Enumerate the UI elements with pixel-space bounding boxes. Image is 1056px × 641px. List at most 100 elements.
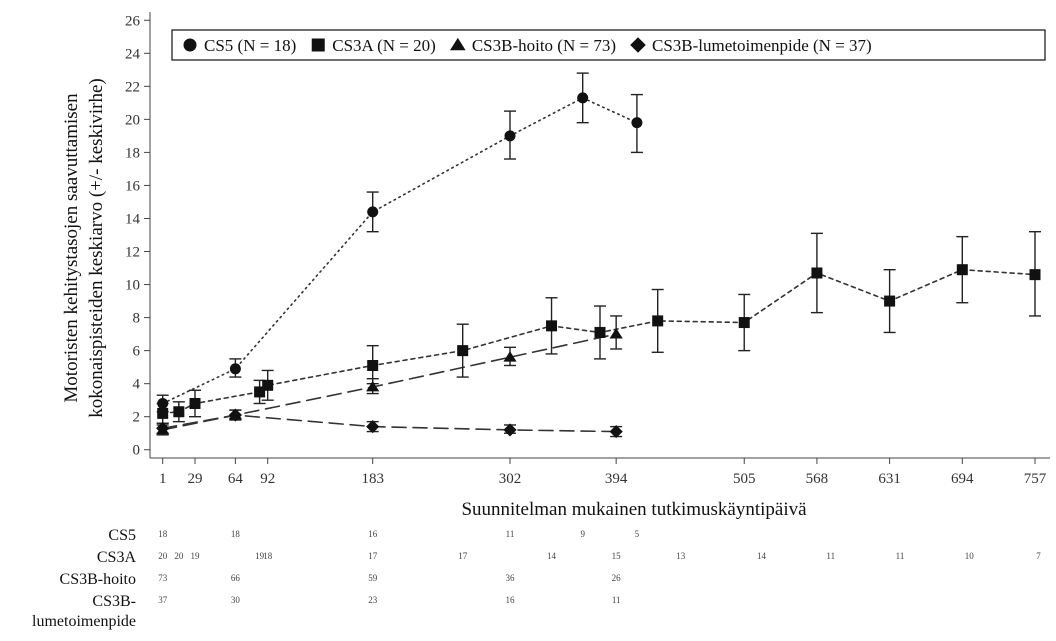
legend-label: CS3B-lumetoimenpide (N = 37) — [652, 36, 872, 55]
risk-count: 26 — [612, 573, 622, 583]
data-point-square — [457, 345, 469, 357]
x-tick-label: 29 — [188, 471, 203, 487]
data-point-square — [262, 379, 274, 391]
risk-row-label: CS3B-hoito — [60, 571, 136, 588]
risk-count: 19 — [191, 551, 201, 561]
risk-count: 9 — [580, 529, 585, 539]
y-tick-label: 16 — [125, 178, 141, 194]
data-point-square — [189, 397, 201, 409]
legend: CS5 (N = 18) CS3A (N = 20) CS3B-hoito (N =… — [171, 29, 1046, 61]
risk-count: 16 — [506, 595, 516, 605]
y-tick-label: 22 — [125, 79, 140, 95]
data-point-circle — [229, 363, 241, 375]
data-point-square — [956, 264, 968, 276]
data-point-diamond — [503, 423, 517, 437]
risk-count: 17 — [458, 551, 468, 561]
x-tick-label: 505 — [733, 471, 756, 487]
risk-count: 11 — [896, 551, 905, 561]
data-point-square — [546, 320, 558, 332]
y-tick-label: 2 — [133, 410, 141, 426]
legend-marker-square — [311, 38, 325, 52]
risk-row-label: CS5 — [108, 527, 136, 544]
risk-count: 16 — [368, 529, 378, 539]
data-markers — [156, 92, 1041, 439]
data-point-square — [884, 295, 896, 307]
x-tick-label: 183 — [361, 471, 384, 487]
risk-count: 14 — [757, 551, 767, 561]
risk-count: 5 — [635, 529, 640, 539]
risk-count: 37 — [158, 595, 168, 605]
x-tick-label: 92 — [260, 471, 275, 487]
y-tick-label: 26 — [125, 13, 141, 29]
risk-count: 10 — [965, 551, 975, 561]
data-point-square — [367, 359, 379, 371]
data-point-diamond — [609, 424, 623, 439]
risk-count: 66 — [231, 573, 241, 583]
y-tick-label: 6 — [133, 344, 141, 360]
y-tick-label: 24 — [125, 46, 141, 62]
y-tick-label: 20 — [125, 112, 140, 128]
y-axis-title-line2: kokonaispisteiden keskiarvo (+/- keskivi… — [86, 78, 107, 417]
risk-count: 18 — [158, 529, 168, 539]
risk-row-label: CS3A — [97, 549, 137, 566]
risk-count: 20 — [158, 551, 168, 561]
legend-label: CS3B-hoito (N = 73) — [472, 36, 616, 55]
data-point-circle — [631, 117, 643, 129]
data-point-square — [173, 406, 185, 418]
data-point-circle — [367, 206, 379, 218]
series-line-0 — [161, 97, 638, 405]
data-point-square — [254, 386, 266, 398]
data-point-triangle — [366, 380, 380, 392]
data-point-diamond — [366, 420, 380, 434]
x-tick-label: 64 — [228, 471, 244, 487]
data-point-square — [594, 326, 606, 338]
series-lines — [161, 97, 1036, 433]
data-point-square — [157, 407, 169, 419]
data-point-circle — [157, 397, 169, 409]
risk-count: 14 — [547, 551, 557, 561]
legend-marker-triangle — [450, 37, 466, 51]
risk-count: 18 — [263, 551, 273, 561]
data-point-circle — [577, 92, 589, 104]
x-axis-title: Suunnitelman mukainen tutkimuskäyntipäiv… — [461, 499, 807, 520]
y-tick-label: 18 — [125, 145, 140, 161]
x-tick-label: 757 — [1024, 471, 1047, 487]
data-point-square — [1029, 269, 1041, 281]
x-tick-label: 694 — [951, 471, 974, 487]
risk-count: 18 — [231, 529, 241, 539]
series-line-1 — [161, 268, 1036, 415]
risk-count: 17 — [368, 551, 378, 561]
risk-count: 11 — [612, 595, 621, 605]
y-tick-label: 14 — [125, 211, 141, 227]
data-point-square — [738, 317, 750, 329]
data-point-triangle — [609, 328, 623, 339]
risk-count: 36 — [506, 573, 516, 583]
risk-count: 11 — [506, 529, 515, 539]
data-point-square — [652, 315, 664, 327]
error-bars — [156, 72, 1041, 438]
x-tick-label: 568 — [806, 471, 829, 487]
risk-count: 59 — [368, 573, 378, 583]
risk-row-label: CS3B- — [92, 593, 136, 610]
x-tick-label: 302 — [499, 471, 522, 487]
y-axis-title-line1: Motoristen kehitystasojen saavuttamisen — [61, 93, 82, 403]
y-tick-label: 4 — [133, 377, 141, 393]
risk-count: 11 — [826, 551, 835, 561]
risk-count: 30 — [231, 595, 241, 605]
risk-count: 15 — [612, 551, 622, 561]
risk-count: 20 — [174, 551, 184, 561]
data-point-square — [811, 267, 823, 279]
legend-label: CS3A (N = 20) — [332, 36, 436, 55]
risk-count: 19 — [255, 551, 265, 561]
legend-marker-diamond — [630, 37, 646, 53]
risk-row-label: lumetoimenpide — [32, 613, 136, 630]
legend-label: CS5 (N = 18) — [204, 36, 296, 55]
x-tick-label: 394 — [605, 471, 628, 487]
x-tick-label: 1 — [159, 471, 167, 487]
risk-count: 7 — [1036, 551, 1041, 561]
y-tick-label: 10 — [125, 278, 140, 294]
